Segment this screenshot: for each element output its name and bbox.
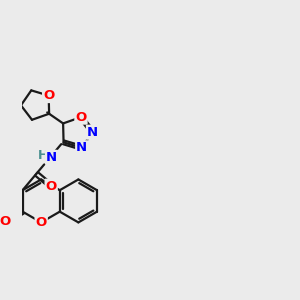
Text: N: N [76, 141, 87, 154]
Text: H: H [38, 149, 49, 162]
Text: N: N [87, 126, 98, 139]
Text: O: O [75, 111, 87, 124]
Text: N: N [46, 151, 57, 164]
Text: O: O [46, 180, 57, 193]
Text: O: O [36, 216, 47, 229]
Text: O: O [43, 89, 54, 102]
Text: O: O [0, 215, 11, 228]
